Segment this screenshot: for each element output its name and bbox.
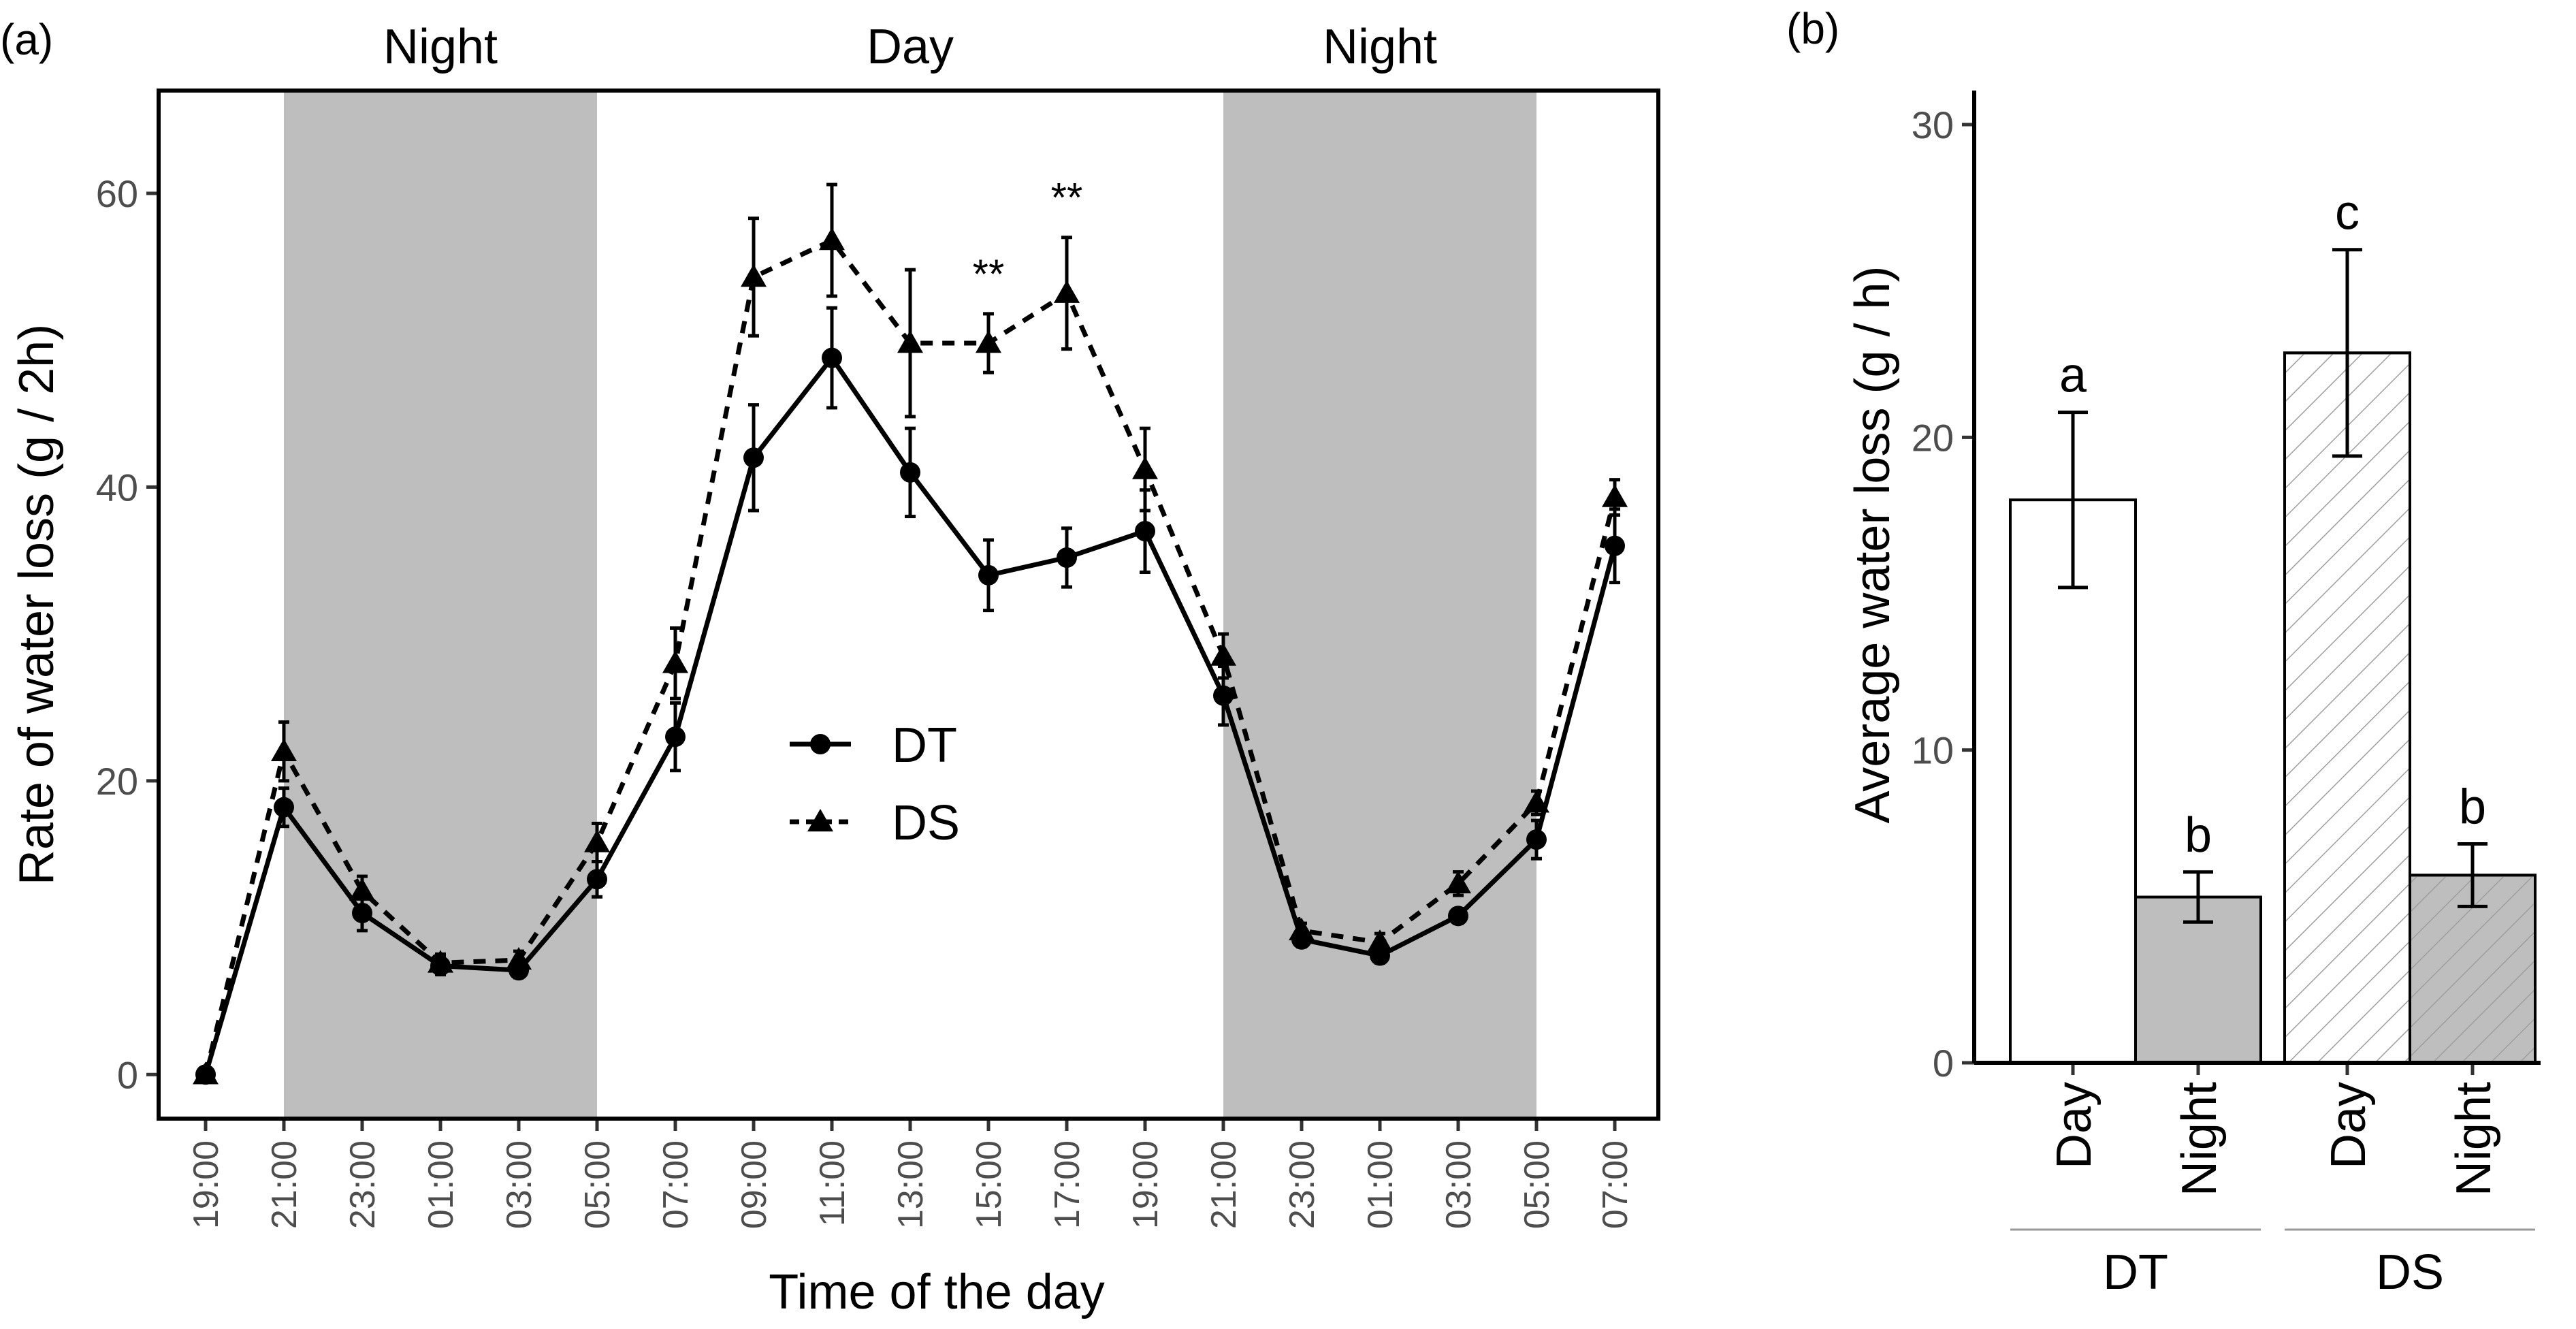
x-tick-label: 01:00 [421, 1140, 461, 1229]
significance-letter: b [2185, 808, 2212, 863]
legend-label-ds: DS [892, 796, 960, 850]
point-ds [897, 330, 923, 353]
panel-b-label: (b) [1786, 4, 1839, 53]
x-tick-label: 11:00 [813, 1140, 852, 1226]
night-shade-band [284, 91, 597, 1119]
x-category-label: Day [2321, 1082, 2376, 1169]
x-tick-label: 09:00 [735, 1140, 774, 1229]
legend-marker-dt [810, 734, 831, 754]
panel-a-plot-frame [157, 89, 1660, 1121]
point-dt [978, 564, 999, 586]
y-tick-label: 30 [1912, 103, 1954, 146]
x-tick-label: 21:00 [1204, 1140, 1244, 1229]
significance-letter: a [2059, 349, 2087, 403]
x-tick-label: 19:00 [1126, 1140, 1165, 1229]
point-ds [1054, 280, 1080, 303]
legend-label-dt: DT [892, 718, 957, 773]
significance-marker: ** [1051, 175, 1083, 221]
period-label: Night [383, 20, 498, 74]
point-dt [1605, 535, 1625, 556]
point-dt [743, 447, 764, 468]
y-tick-label: 0 [1933, 1042, 1954, 1085]
legend: DT DS [790, 718, 960, 850]
point-ds [1367, 929, 1393, 952]
point-ds [428, 950, 453, 973]
point-ds [976, 330, 1001, 353]
point-ds [271, 738, 297, 761]
x-tick-label: 03:00 [500, 1140, 539, 1229]
point-dt [1057, 547, 1077, 568]
point-ds [1289, 917, 1315, 941]
y-tick-label: 20 [96, 760, 138, 803]
point-ds [819, 227, 845, 251]
significance-letter: c [2335, 186, 2360, 240]
y-axis-title: Rate of water loss (g / 2h) [10, 324, 64, 885]
bar-hatch-ds-day [2283, 351, 2411, 1064]
point-dt [274, 797, 294, 818]
point-dt [900, 462, 920, 483]
panel-b: (b) 0 10 20 30 a b c b Day Night Day Night DT DS A… [1786, 4, 2541, 1300]
point-ds [1132, 456, 1158, 479]
point-dt [1135, 521, 1155, 542]
y-tick-label: 0 [117, 1053, 138, 1096]
point-ds [193, 1061, 219, 1085]
bar-dt-day [2009, 498, 2137, 1064]
point-ds [662, 650, 688, 673]
point-dt [1448, 906, 1468, 927]
point-ds [1524, 790, 1549, 813]
x-tick-label: 21:00 [265, 1140, 304, 1229]
point-ds [1602, 484, 1628, 507]
panel-a: Night Day Night (a) 0 20 40 60 19:00 21:00 23:0… [0, 15, 1660, 1319]
group-label: DT [2103, 1245, 2168, 1300]
point-dt [587, 869, 607, 890]
point-dt [1213, 685, 1234, 706]
x-tick-label: 23:00 [343, 1140, 383, 1229]
legend-marker-ds [807, 809, 833, 832]
y-tick-label: 40 [96, 466, 138, 509]
x-tick-label: 07:00 [1596, 1140, 1635, 1229]
point-ds [741, 263, 767, 287]
point-ds [1445, 870, 1471, 894]
point-ds [506, 947, 532, 970]
bar-dt-night [2134, 895, 2262, 1065]
point-dt [665, 726, 686, 748]
x-tick-label: 15:00 [969, 1140, 1009, 1229]
point-ds [584, 829, 610, 852]
x-category-label: Night [2447, 1082, 2501, 1196]
point-ds [349, 878, 375, 901]
period-label: Day [867, 20, 954, 74]
x-tick-label: 05:00 [1517, 1140, 1557, 1229]
x-tick-label: 07:00 [656, 1140, 696, 1229]
point-dt [1526, 829, 1547, 850]
significance-marker: ** [973, 251, 1005, 297]
point-dt [352, 903, 372, 923]
x-category-label: Night [2172, 1082, 2227, 1196]
x-tick-label: 13:00 [891, 1140, 931, 1229]
x-category-label: Day [2047, 1082, 2102, 1169]
x-tick-label: 19:00 [187, 1140, 226, 1229]
x-tick-label: 01:00 [1361, 1140, 1400, 1229]
group-label: DS [2376, 1245, 2444, 1300]
point-ds [1210, 643, 1236, 666]
x-axis-title: Time of the day [769, 1265, 1105, 1319]
x-tick-label: 05:00 [578, 1140, 617, 1229]
panel-b-y-axis-title: Average water loss (g / h) [1846, 266, 1900, 823]
x-tick-label: 03:00 [1439, 1140, 1479, 1229]
x-tick-label: 17:00 [1048, 1140, 1087, 1229]
period-label: Night [1323, 20, 1437, 74]
panel-a-label: (a) [0, 15, 53, 64]
y-tick-label: 10 [1912, 729, 1954, 772]
y-tick-label: 60 [96, 172, 138, 215]
y-tick-label: 20 [1912, 416, 1954, 459]
significance-letter: b [2459, 780, 2486, 834]
x-tick-label: 23:00 [1283, 1140, 1322, 1229]
point-dt [822, 347, 842, 368]
